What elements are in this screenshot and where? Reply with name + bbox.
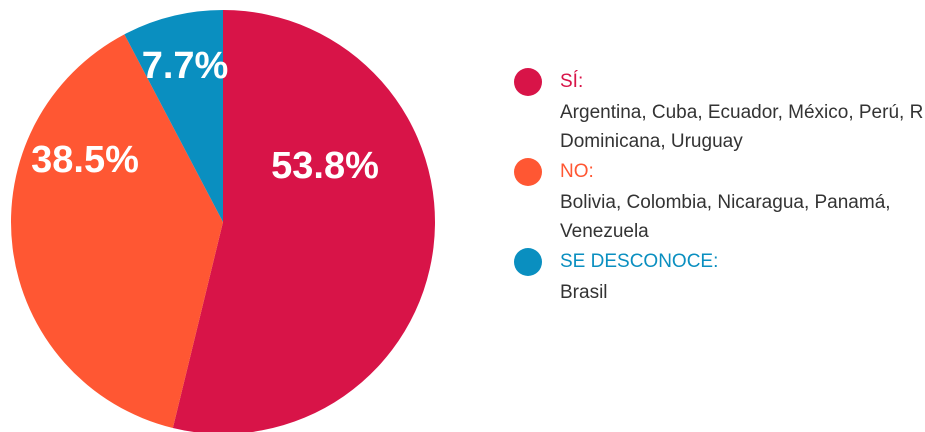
- pie: 53.8% 38.5% 7.7%: [10, 10, 435, 432]
- legend-description: Argentina, Cuba, Ecuador, México, Perú, …: [560, 102, 925, 152]
- slice-label: 38.5%: [31, 139, 139, 181]
- legend-item: SE DESCONOCE: Brasil: [512, 246, 912, 307]
- legend-description: Brasil: [560, 282, 608, 303]
- legend-description: Bolivia, Colombia, Nicaragua, Panamá, Ve…: [560, 192, 891, 242]
- legend-swatch: [514, 248, 542, 276]
- legend-item: NO: Bolivia, Colombia, Nicaragua, Panamá,…: [512, 156, 912, 246]
- slice-label: 53.8%: [271, 145, 379, 187]
- legend: SÍ: Argentina, Cuba, Ecuador, México, Pe…: [512, 66, 925, 307]
- pie-slice: [172, 10, 435, 432]
- legend-item: SÍ: Argentina, Cuba, Ecuador, México, Pe…: [512, 66, 925, 156]
- slice-label: 7.7%: [142, 45, 229, 87]
- legend-swatch: [514, 68, 542, 96]
- pie-slice: [124, 10, 223, 222]
- legend-swatch: [514, 158, 542, 186]
- legend-label: SE DESCONOCE:: [560, 251, 719, 272]
- legend-label: SÍ:: [560, 71, 584, 92]
- legend-label: NO:: [560, 161, 594, 182]
- pie-slice: [10, 34, 224, 428]
